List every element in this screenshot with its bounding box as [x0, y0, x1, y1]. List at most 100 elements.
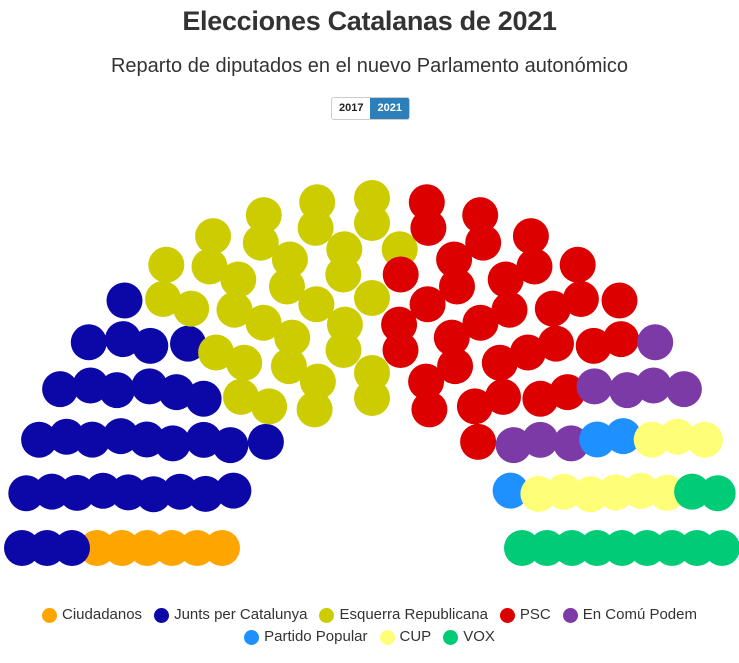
seat-esquerra-republicana[interactable]	[354, 380, 390, 416]
seat-junts-per-catalunya[interactable]	[54, 530, 90, 566]
legend-item-partido-popular[interactable]: Partido Popular	[244, 626, 368, 648]
seat-junts-per-catalunya[interactable]	[106, 282, 143, 319]
seat-junts-per-catalunya[interactable]	[132, 327, 169, 364]
seat-psc[interactable]	[485, 378, 521, 415]
seat-psc[interactable]	[516, 248, 553, 285]
seat-vox[interactable]	[554, 530, 590, 566]
seat-junts-per-catalunya[interactable]	[105, 321, 141, 358]
seat-esquerra-republicana[interactable]	[297, 209, 334, 246]
seat-esquerra-republicana[interactable]	[354, 180, 390, 216]
seat-psc[interactable]	[465, 224, 502, 261]
seat-cup[interactable]	[545, 473, 582, 510]
seat-psc[interactable]	[487, 261, 524, 298]
seat-vox[interactable]	[704, 530, 739, 566]
seat-psc[interactable]	[433, 319, 470, 356]
seat-psc[interactable]	[603, 321, 639, 358]
seat-junts-per-catalunya[interactable]	[170, 325, 206, 362]
seat-junts-per-catalunya[interactable]	[187, 475, 224, 512]
seat-psc[interactable]	[549, 374, 586, 411]
seat-partido-popular[interactable]	[605, 418, 642, 455]
seat-ciudadanos[interactable]	[79, 530, 115, 566]
seat-junts-per-catalunya[interactable]	[42, 371, 79, 408]
seat-psc[interactable]	[462, 197, 499, 234]
seat-psc[interactable]	[408, 363, 445, 400]
seat-esquerra-republicana[interactable]	[245, 304, 282, 341]
seat-esquerra-republicana[interactable]	[226, 344, 263, 381]
seat-psc[interactable]	[410, 209, 447, 246]
seat-esquerra-republicana[interactable]	[298, 286, 335, 323]
seat-psc[interactable]	[382, 256, 419, 293]
seat-cup[interactable]	[686, 421, 723, 458]
seat-psc[interactable]	[575, 327, 612, 364]
seat-psc[interactable]	[522, 380, 559, 417]
seat-esquerra-republicana[interactable]	[381, 231, 418, 268]
seat-esquerra-republicana[interactable]	[191, 248, 228, 285]
seat-esquerra-republicana[interactable]	[354, 355, 390, 391]
seat-junts-per-catalunya[interactable]	[98, 372, 135, 409]
seat-psc[interactable]	[534, 290, 571, 327]
seat-psc[interactable]	[408, 184, 445, 221]
seat-esquerra-republicana[interactable]	[270, 348, 307, 385]
seat-cup[interactable]	[659, 418, 696, 455]
seat-vox[interactable]	[604, 530, 640, 566]
seat-psc[interactable]	[381, 306, 418, 343]
seat-ciudadanos[interactable]	[129, 530, 165, 566]
seat-esquerra-republicana[interactable]	[354, 205, 390, 241]
seat-junts-per-catalunya[interactable]	[21, 421, 58, 458]
seat-esquerra-republicana[interactable]	[325, 332, 362, 368]
seat-psc[interactable]	[460, 423, 497, 460]
year-button-2021[interactable]: 2021	[370, 98, 409, 119]
seat-vox[interactable]	[629, 530, 665, 566]
seat-ciudadanos[interactable]	[154, 530, 190, 566]
seat-esquerra-republicana[interactable]	[195, 218, 232, 255]
year-button-2017[interactable]: 2017	[332, 98, 371, 119]
seat-junts-per-catalunya[interactable]	[29, 530, 65, 566]
legend-item-cup[interactable]: CUP	[379, 626, 431, 648]
seat-esquerra-republicana[interactable]	[299, 363, 336, 400]
seat-psc[interactable]	[462, 304, 499, 341]
seat-junts-per-catalunya[interactable]	[131, 368, 168, 405]
seat-esquerra-republicana[interactable]	[325, 256, 362, 293]
seat-psc[interactable]	[601, 282, 638, 319]
seat-junts-per-catalunya[interactable]	[70, 324, 107, 361]
seat-junts-per-catalunya[interactable]	[8, 475, 45, 512]
seat-esquerra-republicana[interactable]	[223, 378, 259, 415]
seat-psc[interactable]	[509, 334, 546, 371]
seat-esquerra-republicana[interactable]	[245, 197, 282, 234]
seat-psc[interactable]	[562, 281, 599, 317]
seat-psc[interactable]	[538, 325, 574, 362]
legend-item-en-comú-podem[interactable]: En Comú Podem	[562, 604, 697, 626]
seat-junts-per-catalunya[interactable]	[185, 380, 222, 417]
seat-vox[interactable]	[654, 530, 690, 566]
seat-vox[interactable]	[679, 530, 715, 566]
seat-psc[interactable]	[491, 291, 528, 328]
seat-en-comú-podem[interactable]	[665, 371, 702, 408]
seat-esquerra-republicana[interactable]	[145, 281, 182, 317]
seat-junts-per-catalunya[interactable]	[215, 472, 252, 509]
seat-vox[interactable]	[699, 475, 736, 512]
seat-en-comú-podem[interactable]	[522, 421, 559, 458]
legend-item-vox[interactable]: VOX	[443, 626, 495, 648]
seat-esquerra-republicana[interactable]	[326, 231, 363, 268]
seat-vox[interactable]	[674, 473, 711, 510]
seat-vox[interactable]	[504, 530, 540, 566]
seat-psc[interactable]	[411, 391, 448, 428]
seat-esquerra-republicana[interactable]	[299, 184, 336, 221]
seat-esquerra-republicana[interactable]	[242, 224, 279, 261]
legend-item-psc[interactable]: PSC	[499, 604, 551, 626]
seat-psc[interactable]	[512, 218, 549, 255]
seat-junts-per-catalunya[interactable]	[158, 374, 195, 411]
seat-junts-per-catalunya[interactable]	[4, 530, 40, 566]
seat-esquerra-republicana[interactable]	[296, 391, 333, 428]
seat-esquerra-republicana[interactable]	[354, 280, 390, 316]
seat-junts-per-catalunya[interactable]	[74, 421, 111, 458]
seat-psc[interactable]	[437, 348, 474, 385]
seat-junts-per-catalunya[interactable]	[185, 421, 222, 458]
seat-junts-per-catalunya[interactable]	[135, 476, 172, 513]
seat-junts-per-catalunya[interactable]	[212, 427, 249, 464]
legend-item-esquerra-republicana[interactable]: Esquerra Republicana	[319, 604, 488, 626]
seat-esquerra-republicana[interactable]	[326, 306, 363, 343]
seat-en-comú-podem[interactable]	[576, 368, 613, 405]
seat-psc[interactable]	[436, 241, 473, 278]
seat-esquerra-republicana[interactable]	[198, 334, 235, 371]
